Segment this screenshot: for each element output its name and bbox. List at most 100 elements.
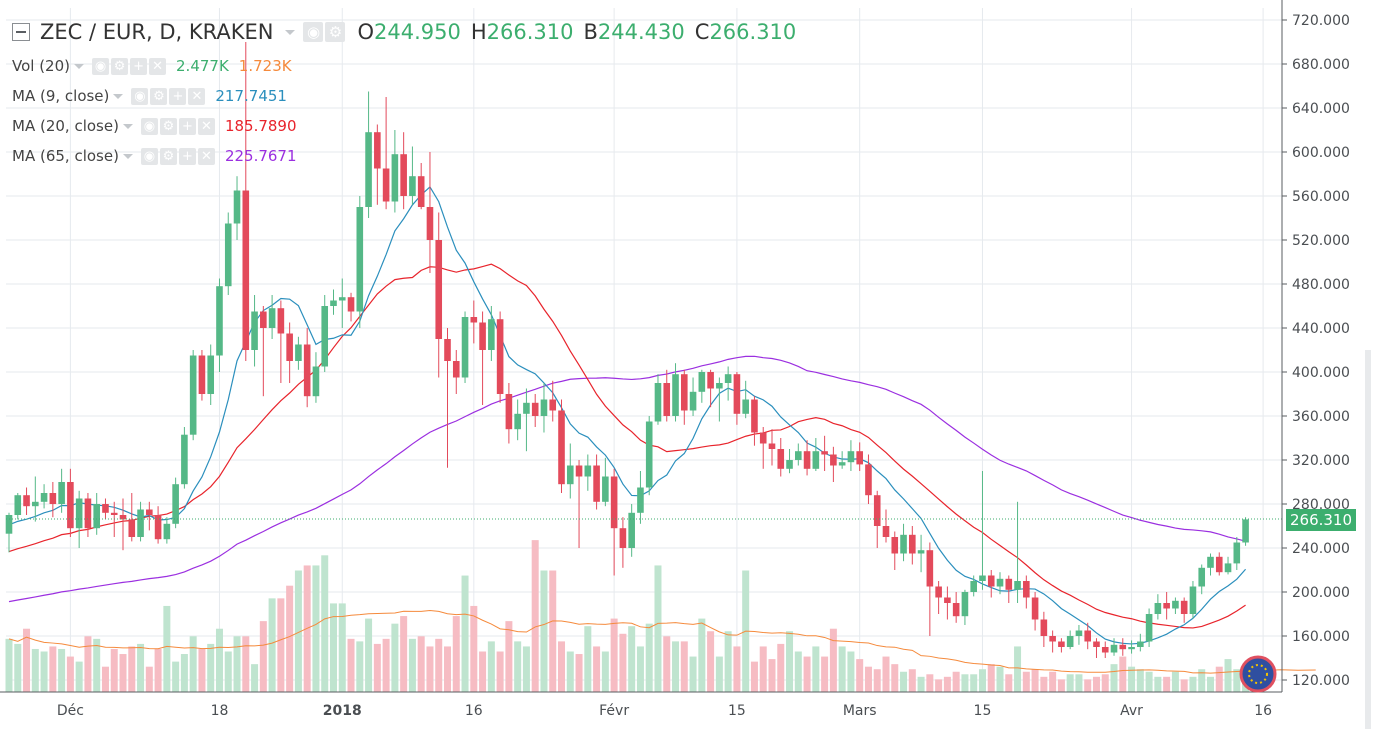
candle-up — [795, 451, 802, 460]
volume-bar — [84, 636, 92, 692]
candle-down — [856, 451, 863, 465]
volume-bar — [75, 661, 83, 692]
candle-up — [1137, 641, 1144, 647]
candle-down — [663, 383, 671, 416]
volume-bar — [900, 671, 908, 692]
candle-down — [470, 317, 478, 323]
candle-down — [452, 361, 460, 378]
eye-icon[interactable]: ◉ — [140, 117, 158, 135]
candle-down — [882, 526, 890, 537]
eye-icon[interactable]: ◉ — [140, 147, 158, 165]
volume-bar — [1171, 671, 1179, 692]
candle-up — [338, 297, 346, 301]
ma65-indicator-label[interactable]: MA (65, close) — [12, 147, 119, 165]
volume-bar — [961, 674, 969, 692]
volume-bar — [1110, 664, 1118, 692]
volume-bar — [584, 626, 592, 692]
volume-indicator-label[interactable]: Vol (20) — [12, 57, 71, 75]
candle-down — [128, 519, 136, 537]
volume-bar — [400, 616, 408, 692]
eye-icon[interactable]: ◉ — [303, 22, 324, 42]
x-tick-label: Mars — [843, 703, 877, 719]
candle-down — [751, 399, 758, 433]
plus-icon[interactable]: + — [130, 57, 148, 75]
candle-down — [1119, 644, 1127, 650]
x-tick-label: Déc — [57, 703, 84, 719]
ma9-indicator-label[interactable]: MA (9, close) — [12, 87, 110, 105]
volume-bar — [286, 585, 294, 692]
ma20-indicator-label[interactable]: MA (20, close) — [12, 117, 119, 135]
close-icon[interactable]: ✕ — [197, 147, 215, 165]
eye-icon[interactable]: ◉ — [92, 57, 110, 75]
candle-down — [1031, 597, 1039, 620]
volume-bar — [540, 570, 548, 692]
volume-bar — [189, 636, 197, 692]
close-icon[interactable]: ✕ — [188, 87, 206, 105]
plus-icon[interactable]: + — [178, 117, 196, 135]
x-tick-label: Févr — [599, 703, 629, 719]
chevron-down-icon[interactable] — [285, 29, 296, 35]
volume-bar — [215, 628, 223, 692]
collapse-legend-button[interactable] — [12, 23, 30, 41]
gear-icon[interactable]: ⚙ — [111, 57, 129, 75]
volume-bar — [549, 570, 557, 692]
volume-bar — [391, 623, 399, 692]
chevron-down-icon[interactable] — [122, 123, 133, 129]
candle-down — [49, 493, 57, 504]
volume-bar — [821, 656, 829, 692]
chevron-down-icon[interactable] — [113, 93, 124, 99]
volume-bar — [689, 656, 697, 692]
volume-bar — [1224, 659, 1232, 692]
volume-bar — [66, 656, 74, 692]
volume-bar — [970, 674, 978, 692]
symbol-title[interactable]: ZEC / EUR, D, KRAKEN — [40, 20, 274, 44]
close-icon[interactable]: ✕ — [197, 117, 215, 135]
volume-bar — [268, 598, 276, 692]
candle-down — [23, 495, 30, 507]
eye-icon[interactable]: ◉ — [131, 87, 149, 105]
volume-bar — [1092, 676, 1100, 692]
candle-down — [619, 528, 627, 548]
volume-bar — [654, 565, 662, 692]
candle-down — [260, 311, 267, 328]
plus-icon[interactable]: + — [169, 87, 187, 105]
volume-bar — [373, 643, 381, 692]
candle-down — [374, 132, 381, 169]
volume-bar — [1206, 676, 1214, 692]
y-tick-label: 360.000 — [1292, 409, 1350, 425]
plus-icon[interactable]: + — [178, 147, 196, 165]
volume-value: 2.477K — [176, 57, 229, 75]
candle-down — [479, 322, 486, 350]
candle-up — [742, 399, 749, 414]
volume-bar — [408, 638, 416, 692]
close-icon[interactable]: ✕ — [149, 57, 167, 75]
candle-up — [1110, 644, 1118, 653]
high-label: H — [470, 20, 487, 44]
volume-bar — [1040, 676, 1048, 692]
volume-bar — [645, 623, 653, 692]
chevron-down-icon[interactable] — [74, 63, 85, 69]
candle-up — [654, 383, 662, 422]
gear-icon[interactable]: ⚙ — [159, 147, 177, 165]
gear-icon[interactable]: ⚙ — [325, 22, 346, 42]
candle-down — [1058, 641, 1065, 647]
volume-bar — [1005, 674, 1013, 692]
gear-icon[interactable]: ⚙ — [150, 87, 168, 105]
gear-icon[interactable]: ⚙ — [159, 117, 177, 135]
scrollbar[interactable] — [1365, 350, 1371, 729]
candle-up — [75, 498, 83, 529]
candle-down — [347, 297, 355, 312]
low-value: 244.430 — [597, 20, 685, 44]
volume-bar — [259, 621, 267, 692]
candle-up — [812, 451, 820, 469]
chevron-down-icon[interactable] — [122, 153, 133, 159]
y-tick-label: 520.000 — [1292, 233, 1350, 249]
volume-bar — [680, 641, 688, 692]
candle-up — [216, 286, 223, 356]
volume-bar — [496, 651, 504, 692]
candle-down — [84, 498, 92, 529]
volume-bar — [58, 648, 66, 692]
